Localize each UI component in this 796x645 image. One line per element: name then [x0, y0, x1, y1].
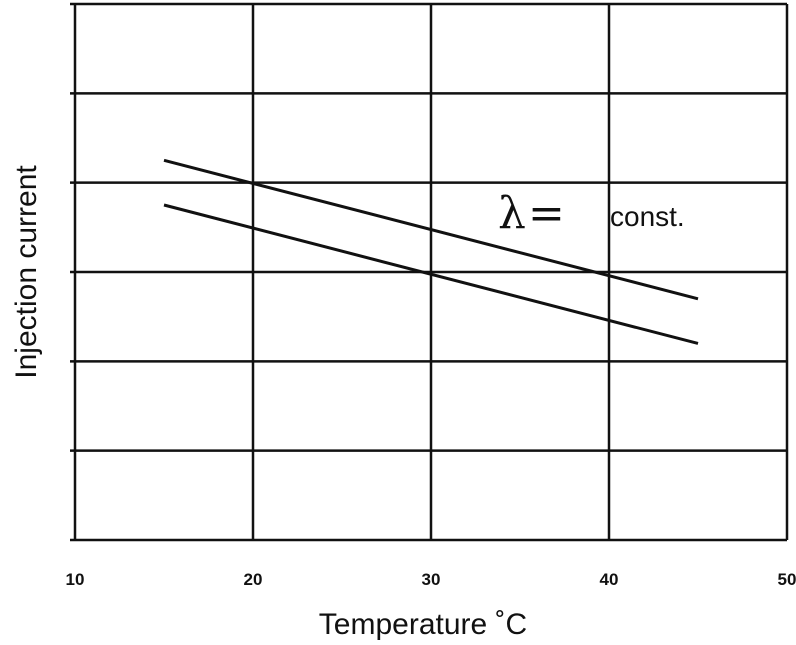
series-line-1 [163, 158, 699, 301]
x-tick-label-10: 10 [66, 570, 85, 589]
x-tick-labels: 10 20 30 40 50 [66, 570, 796, 589]
annotation: λ = const. [498, 188, 685, 239]
grid [70, 2, 789, 542]
annotation-lambda-symbol: λ [498, 188, 526, 239]
annotation-equals-sign: = [528, 188, 565, 239]
x-tick-label-40: 40 [600, 570, 619, 589]
series-line-2 [163, 203, 699, 345]
x-axis-label: Temperature ˚C [319, 608, 527, 641]
y-axis-label: Injection current [10, 165, 43, 379]
x-tick-label-30: 30 [422, 570, 441, 589]
annotation-text: const. [610, 201, 685, 232]
x-tick-label-50: 50 [778, 570, 796, 589]
series-group [163, 158, 699, 345]
x-tick-label-20: 20 [244, 570, 263, 589]
